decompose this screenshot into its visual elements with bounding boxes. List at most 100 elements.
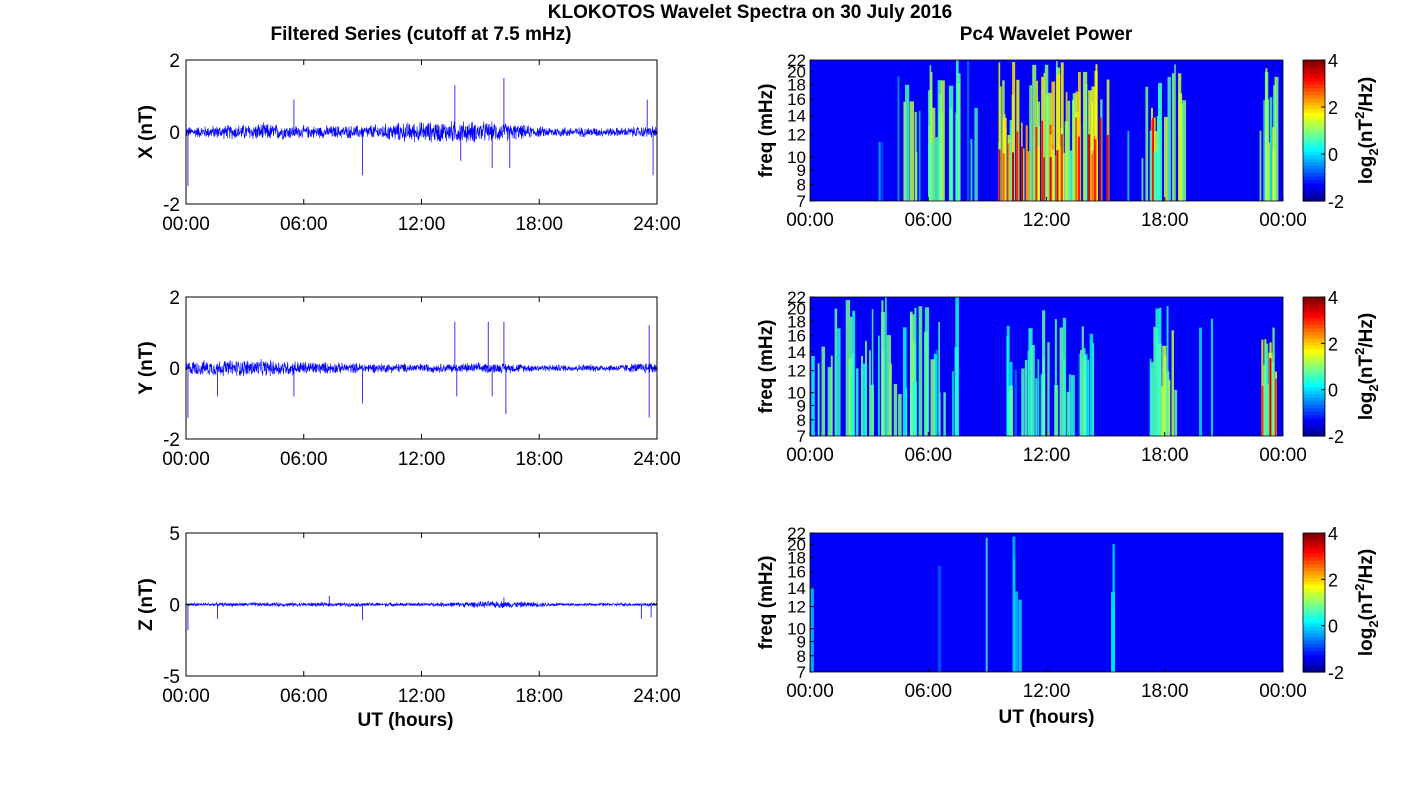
power-streak <box>985 537 988 672</box>
power-streak <box>1171 73 1175 201</box>
y-tick-label: 10 <box>787 620 806 639</box>
power-streak <box>1153 326 1157 436</box>
colorbar-segment <box>1303 640 1325 645</box>
colorbar-tick-label: 2 <box>1328 570 1338 590</box>
y-tick-label: 14 <box>787 107 806 126</box>
colorbar-segment <box>1303 317 1325 322</box>
y-tick-label: 18 <box>787 76 806 95</box>
colorbar-tick-label: 0 <box>1328 617 1338 637</box>
power-streak <box>1009 120 1012 201</box>
colorbar-segment <box>1303 109 1325 114</box>
colorbar-segment <box>1303 84 1325 89</box>
x-tick-label: 00:00 <box>786 210 834 231</box>
y-tick-label: 8 <box>797 411 806 430</box>
power-streak <box>1174 64 1176 202</box>
colorbar-segment <box>1303 356 1325 361</box>
colorbar-segment <box>1303 633 1325 638</box>
colorbar-segment <box>1303 585 1325 590</box>
colorbar-segment <box>1303 429 1325 434</box>
x-tick-label: 18:00 <box>515 449 563 470</box>
colorbar-segment <box>1303 321 1325 326</box>
power-streak <box>1158 85 1161 201</box>
signal-trace <box>185 121 658 143</box>
colorbar-segment <box>1303 314 1325 319</box>
power-peak <box>1035 126 1038 201</box>
x-tick-label: 00:00 <box>1259 210 1307 231</box>
x-tick-label: 18:00 <box>1141 681 1189 702</box>
colorbar-segment <box>1303 345 1325 350</box>
power-streak <box>935 137 939 201</box>
power-streak <box>933 353 937 436</box>
y-tick-label: 0 <box>169 359 180 380</box>
colorbar-segment <box>1303 141 1325 146</box>
power-streak <box>1171 330 1174 436</box>
power-streak <box>1021 368 1025 436</box>
y-tick-label: 7 <box>797 663 806 682</box>
power-streak <box>1141 158 1144 201</box>
power-streak <box>1051 81 1056 201</box>
power-streak <box>903 101 907 201</box>
y-tick-label: 12 <box>787 126 806 145</box>
colorbar-segment <box>1303 349 1325 354</box>
power-streak <box>918 110 921 201</box>
power-streak <box>929 65 932 201</box>
colorbar-segment <box>1303 623 1325 628</box>
power-streak <box>821 346 826 436</box>
colorbar-label-tail: /Hz) <box>1356 313 1377 348</box>
colorbar-segment <box>1303 165 1325 170</box>
colorbar-segment <box>1303 373 1325 378</box>
power-streak <box>1014 591 1019 672</box>
y-tick-label: 22 <box>787 51 806 70</box>
figure-title: KLOKOTOS Wavelet Spectra on 30 July 2016 <box>548 2 952 23</box>
power-peak <box>1274 378 1277 436</box>
colorbar-segment <box>1303 60 1325 65</box>
power-streak <box>1182 100 1186 201</box>
power-streak <box>952 371 954 436</box>
power-streak <box>885 297 887 436</box>
power-streak <box>1167 76 1171 201</box>
power-streak <box>970 138 973 201</box>
x-tick-label: 12:00 <box>1023 681 1071 702</box>
power-streak <box>918 306 923 436</box>
power-streak <box>1054 319 1057 436</box>
colorbar-segment <box>1303 376 1325 381</box>
power-streak <box>881 142 884 201</box>
power-peak <box>1016 131 1019 201</box>
y-tick-label: 8 <box>797 647 806 666</box>
heatmap-background <box>810 533 1283 672</box>
power-peak <box>1099 117 1102 201</box>
power-peak <box>1106 134 1109 201</box>
y-axis-label: freq (mHz) <box>756 320 777 414</box>
power-streak <box>1091 101 1094 201</box>
y-tick-label: 22 <box>787 524 806 543</box>
colorbar-label-sup: 2 <box>1352 348 1367 355</box>
power-streak <box>1210 318 1213 436</box>
y-tick-label: 12 <box>787 362 806 381</box>
colorbar-segment <box>1303 571 1325 576</box>
colorbar-label: log2(nT2/Hz) <box>1352 77 1381 184</box>
colorbar-segment <box>1303 179 1325 184</box>
power-streak <box>1068 150 1073 201</box>
power-streak <box>1008 390 1013 436</box>
y-axis-label: Y (nT) <box>136 341 157 394</box>
power-streak <box>862 363 867 436</box>
colorbar-segment <box>1303 394 1325 399</box>
colorbar-segment <box>1303 338 1325 343</box>
x-axis-label: UT (hours) <box>357 710 453 731</box>
colorbar-label-main: (nT <box>1356 119 1377 149</box>
x-tick-label: 06:00 <box>280 686 328 707</box>
power-streak <box>1018 599 1022 672</box>
colorbar-segment <box>1303 88 1325 93</box>
y-axis-label: freq (mHz) <box>756 84 777 178</box>
y-tick-label: 2 <box>169 288 180 309</box>
colorbar-segment <box>1303 116 1325 121</box>
x-tick-label: 00:00 <box>1259 445 1307 466</box>
power-peak <box>1012 152 1015 201</box>
power-peak <box>1150 120 1153 201</box>
power-streak <box>834 308 838 436</box>
power-peak <box>1007 143 1010 201</box>
colorbar-segment <box>1303 328 1325 333</box>
colorbar-segment <box>1303 155 1325 160</box>
colorbar-segment <box>1303 91 1325 96</box>
